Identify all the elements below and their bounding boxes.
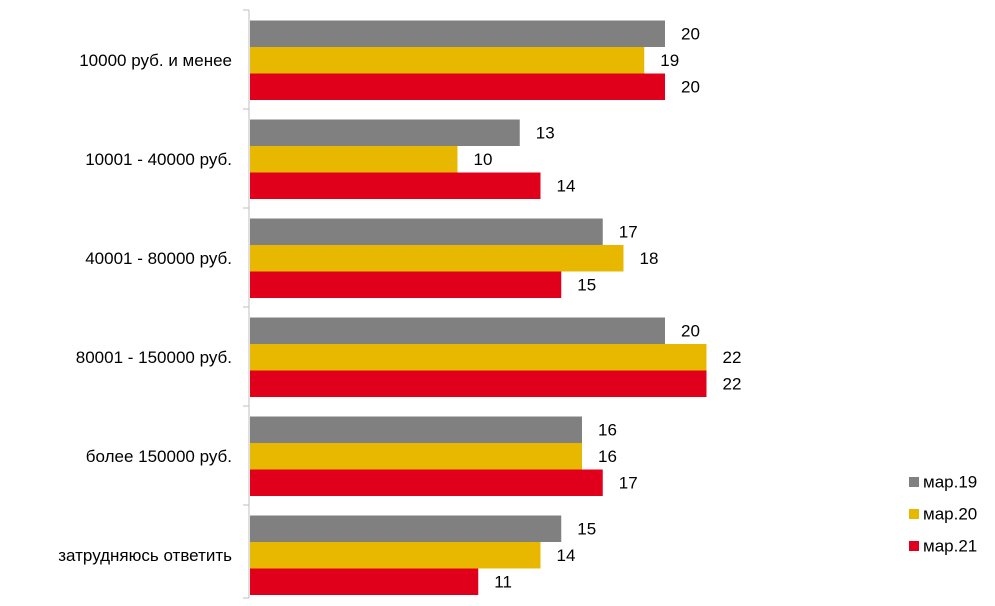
bar xyxy=(250,568,479,595)
data-label: 20 xyxy=(681,77,700,96)
category-label: 10000 руб. и менее xyxy=(79,51,232,70)
legend-label: мар.19 xyxy=(923,473,977,492)
data-label: 14 xyxy=(557,176,576,195)
data-label: 18 xyxy=(640,249,659,268)
legend-item: мар.20 xyxy=(909,505,977,524)
category-label: более 150000 руб. xyxy=(86,447,232,466)
data-label: 14 xyxy=(557,546,576,565)
bar xyxy=(250,271,562,298)
legend-swatch xyxy=(909,541,919,551)
data-label: 22 xyxy=(723,348,742,367)
data-label: 16 xyxy=(598,420,617,439)
legend-swatch xyxy=(909,477,919,487)
bar xyxy=(250,218,603,245)
legend-swatch xyxy=(909,509,919,519)
data-label: 13 xyxy=(536,123,555,142)
legend-label: мар.20 xyxy=(923,505,977,524)
bar xyxy=(250,172,541,199)
bar xyxy=(250,119,520,146)
category-label: затрудняюсь ответить xyxy=(58,546,232,565)
bar xyxy=(250,245,624,272)
bar xyxy=(250,515,562,542)
bar xyxy=(250,146,458,173)
data-label: 20 xyxy=(681,24,700,43)
data-label: 17 xyxy=(619,222,638,241)
bar xyxy=(250,73,665,100)
data-label: 15 xyxy=(577,275,596,294)
category-axis: 10000 руб. и менее 10001 - 40000 руб. 4000… xyxy=(58,9,250,599)
category-label: 40001 - 80000 руб. xyxy=(85,249,232,268)
bar xyxy=(250,542,541,569)
data-label: 16 xyxy=(598,447,617,466)
bar xyxy=(250,317,665,344)
bar xyxy=(250,469,603,496)
legend-label: мар.21 xyxy=(923,537,977,556)
data-label: 11 xyxy=(494,572,512,591)
bar xyxy=(250,20,665,47)
data-label: 15 xyxy=(577,519,596,538)
legend-item: мар.19 xyxy=(909,473,977,492)
data-label: 10 xyxy=(474,150,493,169)
data-label: 17 xyxy=(619,473,638,492)
legend-item: мар.21 xyxy=(909,537,977,556)
bar xyxy=(250,344,707,371)
bar xyxy=(250,443,582,470)
data-label: 22 xyxy=(723,374,742,393)
data-label: 20 xyxy=(681,321,700,340)
bar xyxy=(250,47,645,74)
category-label: 10001 - 40000 руб. xyxy=(85,150,232,169)
bar xyxy=(250,370,707,397)
data-label: 19 xyxy=(660,51,679,70)
bar xyxy=(250,416,582,443)
legend: мар.19 мар.20 мар.21 xyxy=(909,473,977,556)
bars-layer xyxy=(250,20,707,595)
category-label: 80001 - 150000 руб. xyxy=(76,348,232,367)
